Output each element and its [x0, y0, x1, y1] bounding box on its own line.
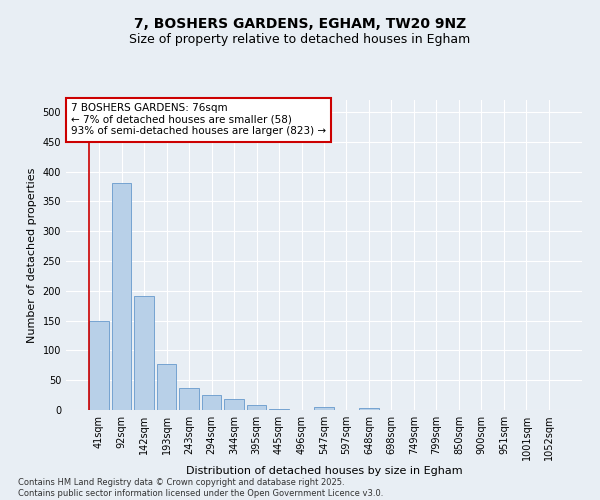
Text: Size of property relative to detached houses in Egham: Size of property relative to detached ho… — [130, 32, 470, 46]
Bar — [134, 296, 154, 410]
Text: Contains HM Land Registry data © Crown copyright and database right 2025.
Contai: Contains HM Land Registry data © Crown c… — [18, 478, 383, 498]
Bar — [224, 400, 244, 410]
Bar — [157, 364, 176, 410]
Bar — [314, 407, 334, 410]
Y-axis label: Number of detached properties: Number of detached properties — [27, 168, 37, 342]
Bar — [112, 184, 131, 410]
Text: 7 BOSHERS GARDENS: 76sqm
← 7% of detached houses are smaller (58)
93% of semi-de: 7 BOSHERS GARDENS: 76sqm ← 7% of detache… — [71, 103, 326, 136]
Bar — [202, 395, 221, 410]
Bar — [269, 409, 289, 410]
Bar — [89, 320, 109, 410]
X-axis label: Distribution of detached houses by size in Egham: Distribution of detached houses by size … — [185, 466, 463, 476]
Bar — [247, 405, 266, 410]
Bar — [359, 408, 379, 410]
Bar — [179, 388, 199, 410]
Text: 7, BOSHERS GARDENS, EGHAM, TW20 9NZ: 7, BOSHERS GARDENS, EGHAM, TW20 9NZ — [134, 18, 466, 32]
